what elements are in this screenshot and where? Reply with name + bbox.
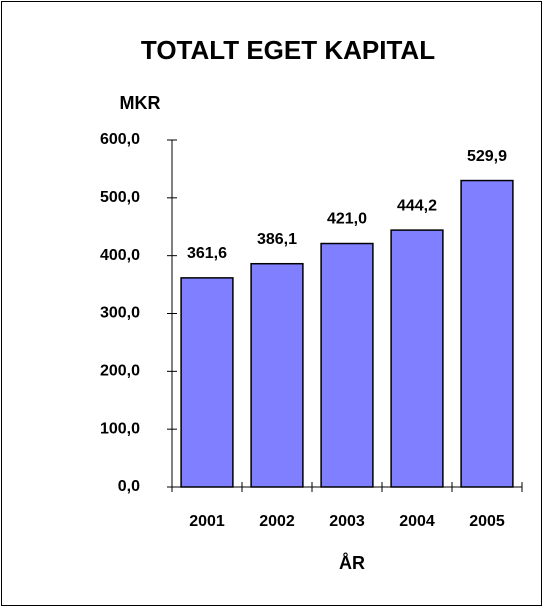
x-tick-label: 2004	[399, 513, 435, 530]
y-axis-label: MKR	[120, 93, 161, 113]
y-tick-label: 400,0	[100, 247, 140, 264]
data-label: 361,6	[187, 245, 227, 262]
y-tick-label: 100,0	[100, 420, 140, 437]
x-tick-label: 2002	[259, 513, 295, 530]
data-label: 386,1	[257, 231, 297, 248]
y-tick-label: 300,0	[100, 305, 140, 322]
bar	[460, 179, 514, 488]
y-tick-label: 0,0	[118, 478, 140, 495]
data-label: 529,9	[467, 148, 507, 165]
x-tick-label: 2003	[329, 513, 365, 530]
chart-title: TOTALT EGET KAPITAL	[141, 35, 435, 65]
bar	[180, 277, 234, 488]
data-label: 444,2	[397, 197, 437, 214]
bar	[250, 262, 304, 488]
bar	[390, 229, 444, 488]
y-tick-label: 600,0	[100, 131, 140, 148]
x-tick-label: 2001	[189, 513, 225, 530]
y-tick-label: 200,0	[100, 363, 140, 380]
x-tick-label: 2005	[469, 513, 505, 530]
data-label: 421,0	[327, 211, 367, 228]
y-tick-label: 500,0	[100, 189, 140, 206]
x-axis-label: ÅR	[339, 553, 365, 573]
bar	[320, 242, 374, 488]
